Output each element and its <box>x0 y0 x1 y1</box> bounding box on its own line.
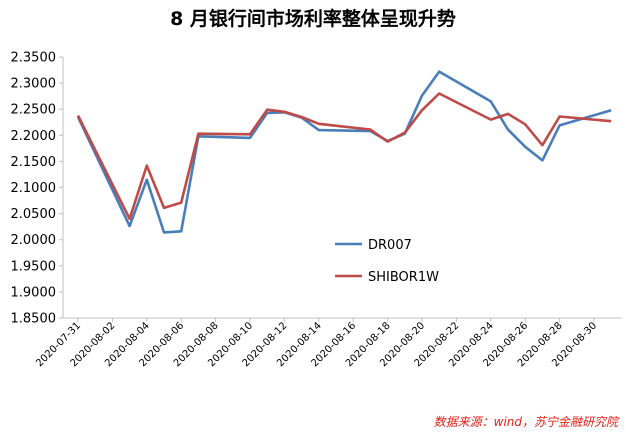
y-tick-label: 2.1000 <box>11 181 57 196</box>
y-tick-label: 2.0000 <box>11 233 57 248</box>
legend: DR007 SHIBOR1W <box>335 238 439 285</box>
series-lines <box>76 70 612 234</box>
x-tick-labels: 2020-07-312020-08-022020-08-042020-08-06… <box>34 318 599 369</box>
y-tick-label: 1.9500 <box>11 259 57 274</box>
source-note: 数据来源：wind，苏宁金融研究院 <box>433 415 618 429</box>
legend-label-shibor1w: SHIBOR1W <box>368 270 439 285</box>
chart-title: 8 月银行间市场利率整体呈现升势 <box>170 8 456 30</box>
series-line-shibor1w <box>76 92 612 221</box>
y-tick-label: 2.0500 <box>11 207 57 222</box>
y-tick-label: 1.8500 <box>11 312 57 327</box>
y-tick-label: 2.2000 <box>11 129 57 144</box>
y-tick-label: 2.3500 <box>11 51 57 66</box>
y-tick-label: 2.2500 <box>11 103 57 118</box>
y-tick-label: 2.3000 <box>11 77 57 92</box>
legend-label-dr007: DR007 <box>368 238 412 253</box>
series-line-dr007 <box>76 70 612 234</box>
y-tick-labels: 1.8500 1.9000 1.9500 2.0000 2.0500 2.1000 2.15… <box>11 51 63 327</box>
y-tick-label: 1.9000 <box>11 285 57 300</box>
y-tick-label: 2.1500 <box>11 155 57 170</box>
